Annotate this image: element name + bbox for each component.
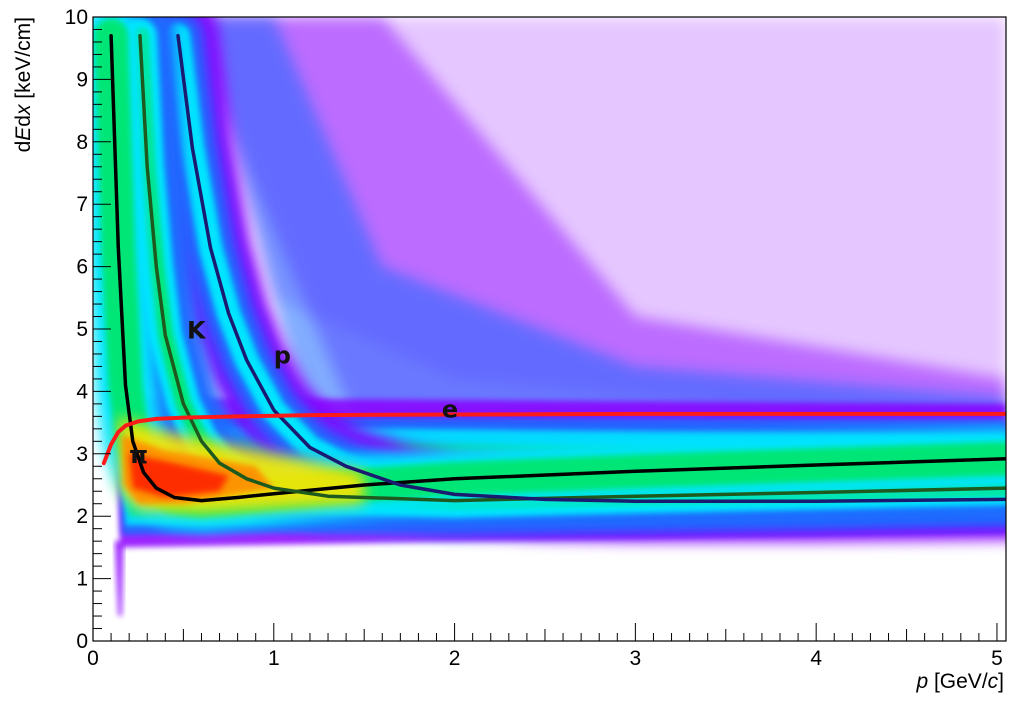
x-tick-label: 1	[268, 647, 280, 670]
y-tick-label: 9	[76, 68, 88, 91]
y-tick-label: 4	[76, 380, 88, 403]
x-tick-label: 5	[991, 647, 1003, 670]
density-spike	[114, 541, 124, 617]
y-tick-label: 1	[76, 568, 88, 591]
curve-group	[101, 33, 1006, 503]
y-tick-label: 6	[76, 256, 88, 279]
curve-p	[176, 33, 1006, 503]
curve-label-p: p	[274, 341, 291, 369]
density-haze	[201, 17, 1006, 454]
density-map	[93, 17, 1006, 617]
curve-label-pi: π	[129, 441, 148, 469]
x-tick-label: 0	[87, 647, 99, 670]
y-tick-label: 7	[76, 193, 88, 216]
y-tick-label: 3	[76, 443, 88, 466]
y-tick-label: 5	[76, 318, 88, 341]
x-tick-label: 4	[810, 647, 822, 670]
x-tick-label: 3	[630, 647, 642, 670]
y-tick-label: 0	[76, 630, 88, 653]
axis-ticks: 0 1 2 3 4 5 0 1 2 3 4 5 6 7 8 9 10	[65, 6, 1003, 670]
curve-e	[101, 411, 1006, 466]
y-tick-label: 10	[65, 6, 88, 29]
curve-pi	[109, 33, 1006, 503]
curve-labels: π Kp e	[129, 316, 458, 469]
y-tick-label: 8	[76, 131, 88, 154]
y-axis-title: dEdx [keV/cm]	[12, 17, 35, 152]
x-axis-title: p [GeV/c]	[915, 670, 1004, 693]
curve-k	[138, 33, 1006, 503]
y-tick-label: 2	[76, 505, 88, 528]
x-tick-label: 2	[449, 647, 461, 670]
curve-label-e: e	[442, 396, 458, 424]
curve-label-k: K	[187, 316, 207, 344]
